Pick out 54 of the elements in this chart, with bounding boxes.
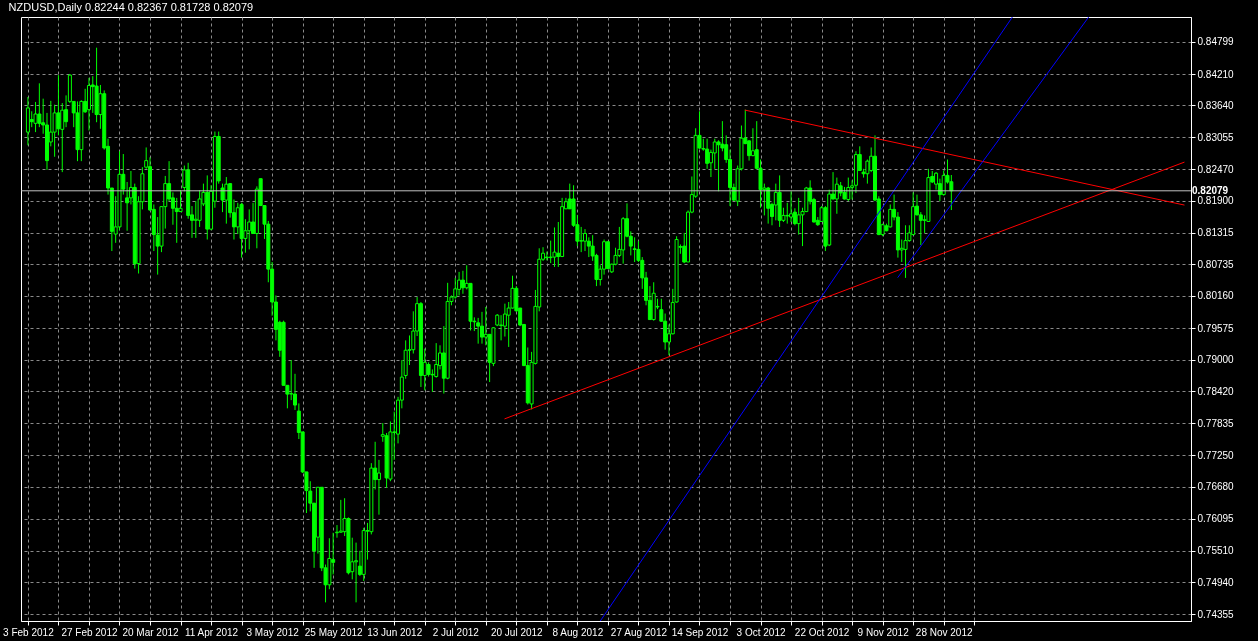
candlestick (785, 202, 790, 225)
candlestick (247, 208, 252, 250)
y-tick-label: 0.79000 (1197, 354, 1235, 366)
x-tick-label: 2 Jul 2012 (432, 626, 480, 638)
x-tick-label: 13 Jun 2012 (367, 626, 423, 638)
y-tick-label: 0.74355 (1197, 608, 1235, 620)
y-tick-label: 0.82470 (1197, 163, 1235, 175)
candlestick (56, 74, 61, 136)
y-tick-label: 0.78420 (1197, 385, 1235, 397)
x-tick-label: 11 Apr 2012 (184, 626, 239, 638)
candlestick (457, 271, 462, 296)
y-tick-label: 0.83055 (1197, 131, 1235, 143)
x-tick-label: 3 Oct 2012 (736, 626, 786, 638)
x-tick-label: 27 Feb 2012 (61, 626, 118, 638)
candlestick (354, 542, 359, 603)
candlestick (663, 313, 668, 351)
candlestick (548, 240, 553, 264)
y-tick-label: 0.81900 (1197, 195, 1235, 207)
candlestick (552, 226, 557, 268)
candlestick (220, 183, 225, 213)
y-tick-label: 0.81315 (1197, 227, 1235, 239)
x-tick-label: 8 Aug 2012 (552, 626, 604, 638)
candlestick (338, 499, 343, 534)
y-tick-label: 0.77250 (1197, 449, 1235, 461)
ref-line-label: 0.82079 (1192, 184, 1229, 196)
y-tick-label: 0.79575 (1197, 322, 1235, 334)
candlestick (579, 226, 584, 253)
candlestick (376, 459, 381, 516)
x-tick-label: 3 Feb 2012 (3, 626, 55, 638)
candlestick (544, 251, 549, 261)
y-tick-label: 0.84210 (1197, 68, 1235, 80)
y-tick-label: 0.80735 (1197, 258, 1235, 270)
candlestick (766, 186, 771, 225)
candlestick (789, 190, 794, 223)
x-tick-label: 20 Jul 2012 (490, 626, 544, 638)
y-tick-label: 0.74940 (1197, 576, 1235, 588)
x-tick-label: 9 Nov 2012 (857, 626, 910, 638)
x-tick-label: 20 Mar 2012 (122, 626, 180, 638)
y-tick-label: 0.77835 (1197, 417, 1235, 429)
y-tick-label: 0.83640 (1197, 99, 1235, 111)
x-tick-label: 27 Aug 2012 (610, 626, 668, 638)
y-tick-label: 0.76095 (1197, 513, 1235, 525)
y-tick-label: 0.84799 (1197, 36, 1235, 48)
candlestick (479, 311, 484, 345)
x-tick-label: 28 Nov 2012 (915, 626, 973, 638)
x-tick-label: 14 Sep 2012 (671, 626, 729, 638)
y-tick-label: 0.76680 (1197, 481, 1235, 493)
y-tick-label: 0.80160 (1197, 290, 1235, 302)
chart-title: NZDUSD,Daily 0.82244 0.82367 0.81728 0.82079 (8, 1, 254, 13)
y-tick-label: 0.75510 (1197, 545, 1235, 557)
candlestick (499, 314, 504, 341)
x-tick-label: 3 May 2012 (246, 626, 300, 638)
x-tick-label: 22 Oct 2012 (794, 626, 850, 638)
x-tick-label: 25 May 2012 (304, 626, 364, 638)
